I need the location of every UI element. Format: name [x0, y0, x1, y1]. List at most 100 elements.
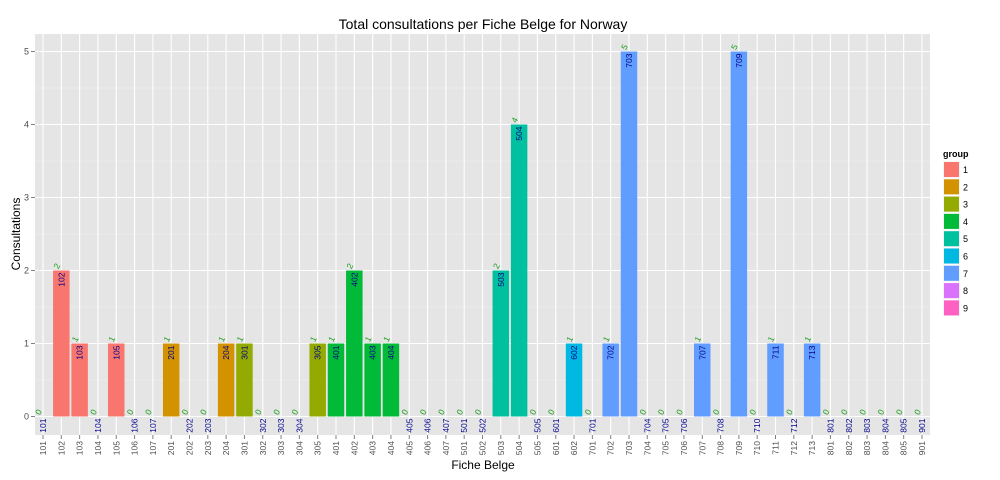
bar-category-label: 501	[459, 418, 469, 432]
bar-value-label: 1	[692, 334, 703, 343]
x-tick-label: 804	[880, 441, 890, 455]
legend-label: 1	[963, 165, 968, 175]
bar-value-label: 2	[344, 261, 355, 270]
bar-category-label: 802	[844, 418, 854, 432]
bar-value-label: 1	[601, 334, 612, 343]
x-tick-label: 901	[917, 441, 927, 455]
x-tick-label: 501	[459, 441, 469, 455]
bar-category-label: 712	[789, 418, 799, 432]
bar-value-label: 1	[161, 334, 172, 343]
bar	[162, 343, 180, 417]
bar	[767, 343, 784, 417]
legend-label: 5	[963, 234, 968, 244]
bar-value-label: 0	[857, 407, 868, 416]
bar-category-label: 204	[221, 345, 231, 359]
legend-key	[944, 179, 959, 195]
bar-category-label: 105	[111, 345, 121, 359]
bar-category-label: 407	[441, 418, 451, 432]
legend-key	[944, 300, 959, 316]
bar-category-label: 601	[551, 418, 561, 432]
x-tick-label: 407	[441, 441, 451, 455]
bar	[364, 343, 381, 417]
bar-value-label: 0	[546, 407, 557, 416]
legend-key	[944, 213, 959, 229]
bar-category-label: 502	[478, 418, 488, 432]
bar	[492, 270, 510, 417]
legend-label: 9	[963, 303, 968, 313]
bar-value-label: 0	[912, 407, 923, 416]
bar-category-label: 710	[752, 418, 762, 432]
x-tick-label: 709	[734, 441, 744, 455]
bar-value-label: 5	[619, 42, 630, 51]
bar-category-label: 505	[532, 418, 542, 432]
bar-value-label: 2	[51, 261, 62, 270]
x-tick-label: 103	[75, 441, 85, 455]
bar-category-label: 901	[917, 418, 927, 432]
bar-category-label: 503	[496, 272, 506, 286]
y-tick-label: 1	[24, 339, 29, 349]
bar-category-label: 405	[404, 418, 414, 432]
x-tick-label: 802	[844, 441, 854, 455]
bar-category-label: 703	[624, 53, 634, 67]
bar-value-label: 0	[124, 407, 135, 416]
bar	[217, 343, 235, 417]
bar-category-label: 107	[148, 418, 158, 432]
bar-value-label: 0	[436, 407, 447, 416]
bar-value-label: 0	[894, 407, 905, 416]
bar-category-label: 708	[716, 418, 726, 432]
legend-label: 4	[963, 217, 968, 227]
bar-category-label: 705	[661, 418, 671, 432]
x-tick-label: 504	[514, 441, 524, 455]
bar	[108, 343, 125, 417]
bar-value-label: 0	[527, 407, 538, 416]
x-tick-label: 710	[752, 441, 762, 455]
bar-category-label: 713	[807, 345, 817, 359]
bar	[236, 343, 253, 417]
x-tick-label: 713	[807, 441, 817, 455]
legend-key	[944, 265, 959, 281]
bar-value-label: 0	[710, 407, 721, 416]
bar-category-label: 103	[75, 345, 85, 359]
x-tick-label: 201	[166, 441, 176, 455]
bar-value-label: 0	[198, 407, 209, 416]
bar-category-label: 706	[679, 418, 689, 432]
bar-category-label: 106	[130, 418, 140, 432]
x-tick-label: 406	[423, 441, 433, 455]
x-tick-label: 708	[716, 441, 726, 455]
bar	[327, 343, 345, 417]
bar	[53, 270, 70, 417]
legend-label: 7	[963, 269, 968, 279]
bar-value-label: 1	[564, 334, 575, 343]
x-tick-label: 203	[203, 441, 213, 455]
bar-value-label: 0	[674, 407, 685, 416]
x-tick-label: 303	[276, 441, 286, 455]
bar-category-label: 305	[313, 345, 323, 359]
legend-key	[944, 162, 959, 177]
bar-value-label: 0	[33, 407, 44, 416]
bar-category-label: 401	[331, 345, 341, 359]
bars	[53, 51, 821, 417]
bar-value-label: 0	[820, 407, 831, 416]
bar-category-label: 803	[862, 418, 872, 432]
bar-value-label: 0	[143, 407, 154, 416]
x-tick-label: 106	[130, 441, 140, 455]
x-tick-label: 706	[679, 441, 689, 455]
x-axis-title: Fiche Belge	[451, 458, 515, 472]
bar-category-label: 304	[294, 418, 304, 432]
bar-category-label: 702	[606, 345, 616, 359]
legend-label: 8	[963, 286, 968, 296]
x-tick-label: 502	[478, 441, 488, 455]
x-tick-label: 602	[569, 441, 579, 455]
bar-value-label: 0	[582, 407, 593, 416]
legend: group 1 2 3 4 5 6 7 8 9	[942, 149, 969, 317]
bar	[730, 51, 748, 417]
bar-value-label: 0	[472, 407, 483, 416]
x-tick-label: 304	[294, 441, 304, 455]
bar-value-label: 0	[253, 407, 264, 416]
bar-value-label: 0	[88, 407, 99, 416]
bar-category-label: 202	[185, 418, 195, 432]
legend-key	[944, 231, 959, 247]
x-tick-label: 102	[56, 441, 66, 455]
x-tick-label: 104	[93, 441, 103, 455]
x-tick-label: 601	[551, 441, 561, 455]
